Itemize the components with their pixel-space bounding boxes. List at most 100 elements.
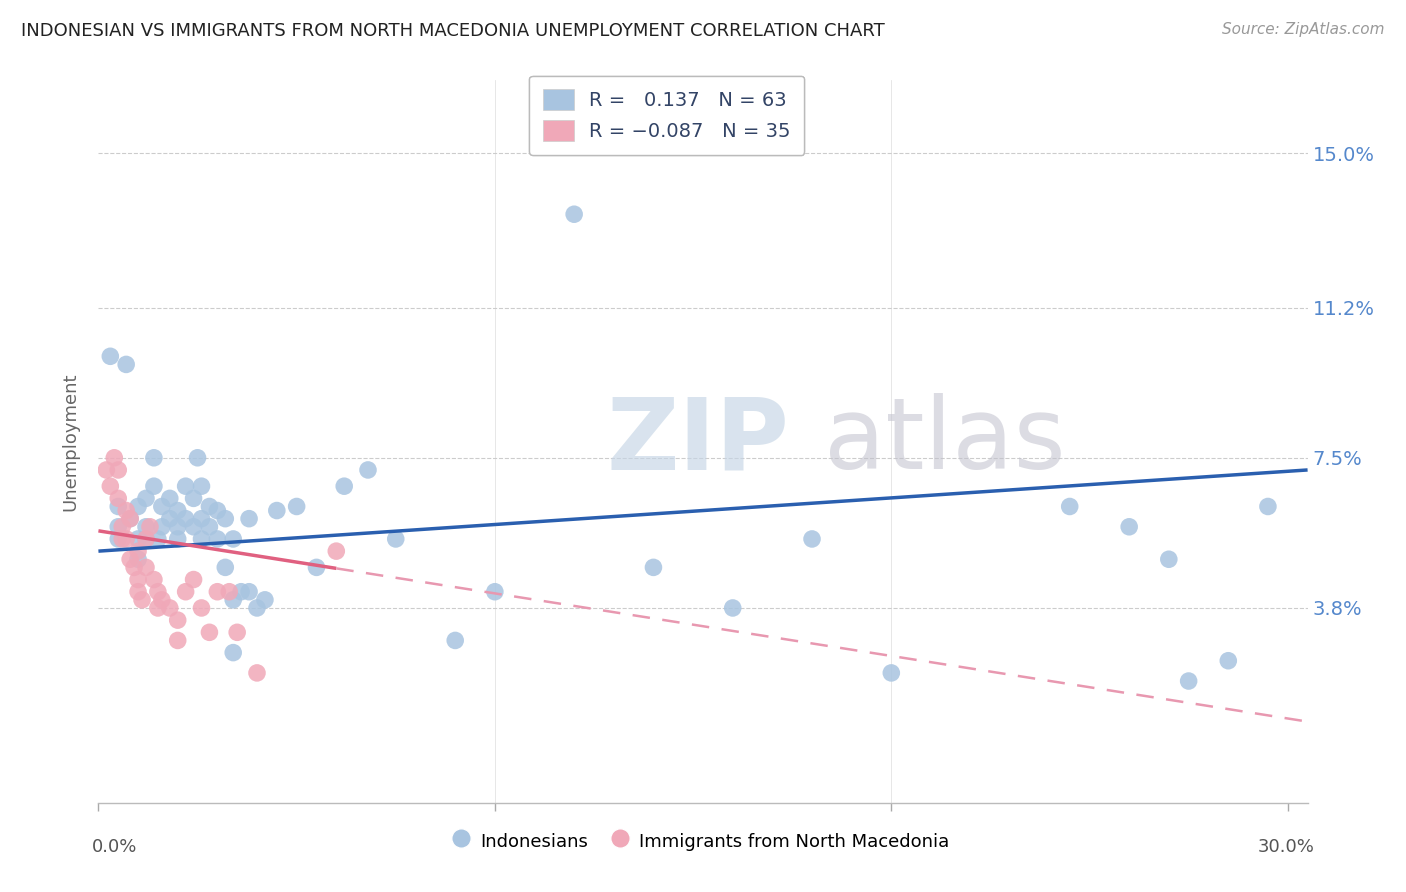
Point bbox=[135, 532, 157, 546]
Point bbox=[305, 560, 328, 574]
Point bbox=[142, 479, 165, 493]
Point bbox=[139, 520, 162, 534]
Point bbox=[142, 573, 165, 587]
Point bbox=[107, 463, 129, 477]
Point bbox=[226, 625, 249, 640]
Point bbox=[222, 532, 245, 546]
Point bbox=[146, 584, 169, 599]
Point bbox=[880, 665, 903, 680]
Point bbox=[135, 491, 157, 506]
Point bbox=[150, 500, 173, 514]
Point bbox=[107, 520, 129, 534]
Text: Source: ZipAtlas.com: Source: ZipAtlas.com bbox=[1222, 22, 1385, 37]
Point bbox=[127, 544, 149, 558]
Point bbox=[214, 560, 236, 574]
Point bbox=[127, 552, 149, 566]
Point bbox=[246, 665, 269, 680]
Point bbox=[166, 520, 188, 534]
Point bbox=[198, 625, 221, 640]
Point bbox=[1177, 673, 1199, 688]
Point bbox=[115, 503, 138, 517]
Point bbox=[166, 503, 188, 517]
Point bbox=[135, 532, 157, 546]
Point bbox=[183, 573, 205, 587]
Point bbox=[174, 511, 197, 525]
Point bbox=[142, 450, 165, 465]
Point bbox=[721, 601, 744, 615]
Point bbox=[146, 532, 169, 546]
Point bbox=[1157, 552, 1180, 566]
Point bbox=[122, 560, 145, 574]
Text: ZIP: ZIP bbox=[606, 393, 789, 490]
Point bbox=[98, 349, 121, 363]
Point bbox=[643, 560, 665, 574]
Point bbox=[127, 584, 149, 599]
Point bbox=[107, 491, 129, 506]
Point bbox=[120, 511, 142, 525]
Point bbox=[231, 584, 253, 599]
Point bbox=[146, 601, 169, 615]
Point bbox=[218, 584, 240, 599]
Point bbox=[159, 601, 181, 615]
Point bbox=[135, 520, 157, 534]
Point bbox=[357, 463, 380, 477]
Point bbox=[246, 601, 269, 615]
Point bbox=[150, 520, 173, 534]
Legend: Indonesians, Immigrants from North Macedonia: Indonesians, Immigrants from North Maced… bbox=[449, 821, 957, 861]
Point bbox=[115, 532, 138, 546]
Point bbox=[1118, 520, 1140, 534]
Text: 30.0%: 30.0% bbox=[1258, 838, 1315, 856]
Point bbox=[127, 532, 149, 546]
Point bbox=[107, 532, 129, 546]
Point bbox=[166, 613, 188, 627]
Point bbox=[103, 450, 125, 465]
Point bbox=[190, 479, 212, 493]
Point bbox=[174, 479, 197, 493]
Point bbox=[120, 511, 142, 525]
Point bbox=[183, 520, 205, 534]
Point bbox=[107, 500, 129, 514]
Point bbox=[150, 592, 173, 607]
Point bbox=[127, 573, 149, 587]
Point bbox=[115, 358, 138, 372]
Point bbox=[266, 503, 288, 517]
Legend: R =   0.137   N = 63, R = −0.087   N = 35: R = 0.137 N = 63, R = −0.087 N = 35 bbox=[529, 76, 804, 155]
Point bbox=[1059, 500, 1081, 514]
Point bbox=[1218, 654, 1240, 668]
Point bbox=[1257, 500, 1279, 514]
Point bbox=[166, 633, 188, 648]
Point bbox=[127, 500, 149, 514]
Point bbox=[222, 592, 245, 607]
Point bbox=[325, 544, 347, 558]
Point bbox=[484, 584, 506, 599]
Text: atlas: atlas bbox=[824, 393, 1066, 490]
Point bbox=[285, 500, 308, 514]
Point bbox=[207, 584, 229, 599]
Point bbox=[198, 520, 221, 534]
Point bbox=[120, 552, 142, 566]
Point bbox=[111, 520, 134, 534]
Point bbox=[190, 511, 212, 525]
Point bbox=[186, 450, 208, 465]
Point bbox=[190, 601, 212, 615]
Point bbox=[207, 532, 229, 546]
Point bbox=[159, 491, 181, 506]
Point bbox=[384, 532, 406, 546]
Point bbox=[207, 503, 229, 517]
Point bbox=[562, 207, 585, 221]
Point bbox=[183, 491, 205, 506]
Point bbox=[444, 633, 467, 648]
Point bbox=[333, 479, 356, 493]
Point bbox=[253, 592, 276, 607]
Point bbox=[801, 532, 824, 546]
Point bbox=[135, 560, 157, 574]
Point bbox=[238, 584, 260, 599]
Text: INDONESIAN VS IMMIGRANTS FROM NORTH MACEDONIA UNEMPLOYMENT CORRELATION CHART: INDONESIAN VS IMMIGRANTS FROM NORTH MACE… bbox=[21, 22, 884, 40]
Point bbox=[214, 511, 236, 525]
Y-axis label: Unemployment: Unemployment bbox=[62, 372, 80, 511]
Point bbox=[96, 463, 118, 477]
Point bbox=[111, 532, 134, 546]
Point bbox=[98, 479, 121, 493]
Point bbox=[159, 511, 181, 525]
Point bbox=[190, 532, 212, 546]
